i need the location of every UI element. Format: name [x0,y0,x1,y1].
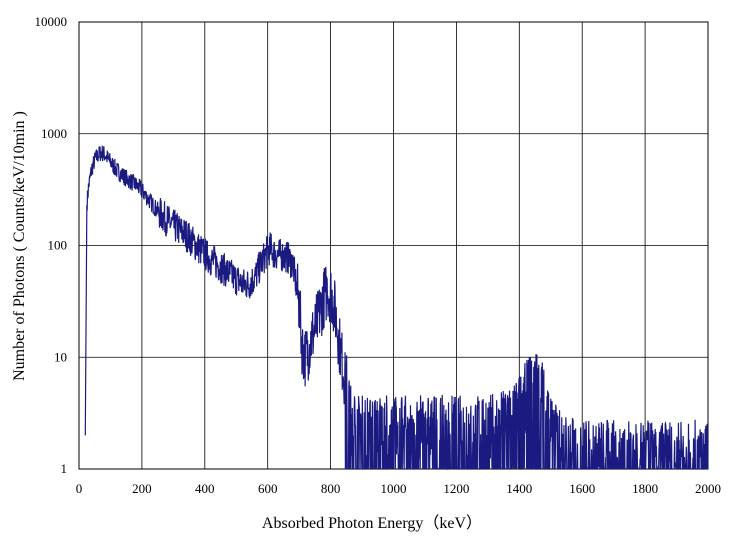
x-tick-label: 1000 [381,481,407,496]
x-tick-label: 1400 [506,481,532,496]
x-tick-label: 1800 [632,481,658,496]
y-tick-labels: 1 10 100 1000 10000 [35,14,68,476]
x-tick-label: 0 [76,481,83,496]
x-tick-label: 1600 [569,481,595,496]
y-tick-label: 10 [54,349,67,364]
x-tick-label: 400 [195,481,215,496]
x-tick-label: 1200 [443,481,469,496]
x-tick-labels: 0 200 400 600 800 1000 1200 1400 1600 1800 2000 [76,481,721,496]
x-tick-label: 600 [258,481,278,496]
x-tick-label: 2000 [695,481,721,496]
series-line [84,145,709,471]
y-axis-title: Number of Photons ( Counts/keV/10min ) [11,111,28,381]
x-axis-title: Absorbed Photon Energy（keV） [262,514,482,532]
y-tick-label: 1000 [41,126,67,141]
x-tick-label: 200 [132,481,152,496]
y-tick-label: 10000 [35,14,68,29]
y-tick-label: 1 [61,461,68,476]
y-tick-label: 100 [48,238,68,253]
x-tick-label: 800 [321,481,341,496]
